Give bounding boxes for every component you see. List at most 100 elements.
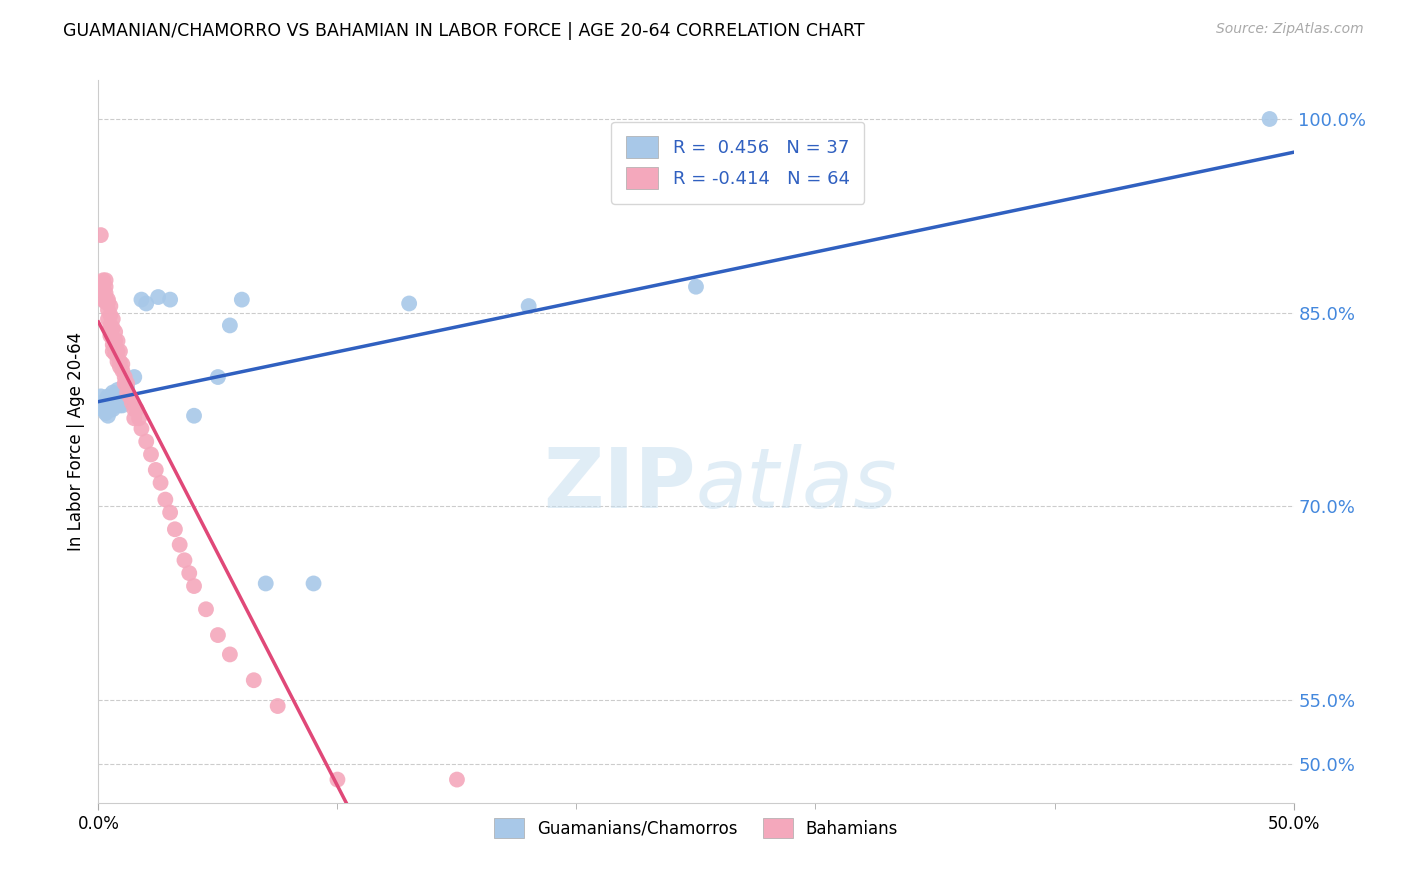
Point	[94, 295, 117, 310]
Point	[90, 279, 112, 293]
Point	[111, 398, 134, 412]
Text: ZIP: ZIP	[544, 444, 696, 525]
Point	[97, 402, 120, 417]
Point	[135, 434, 157, 449]
Point	[124, 411, 146, 425]
Point	[107, 344, 129, 359]
Legend: Guamanians/Chamorros, Bahamians: Guamanians/Chamorros, Bahamians	[486, 812, 905, 845]
Point	[94, 398, 117, 412]
Point	[115, 376, 138, 391]
Point	[104, 334, 127, 348]
Point	[98, 398, 122, 412]
Point	[97, 389, 120, 403]
Point	[115, 380, 138, 394]
Point	[207, 628, 229, 642]
Point	[183, 409, 205, 423]
Point	[98, 308, 122, 322]
Point	[267, 699, 290, 714]
Point	[98, 318, 122, 333]
Point	[231, 293, 253, 307]
Point	[101, 338, 124, 352]
Point	[207, 370, 229, 384]
Point	[114, 376, 136, 391]
Point	[104, 325, 127, 339]
Point	[98, 402, 122, 417]
Point	[139, 447, 162, 461]
Point	[108, 398, 131, 412]
Point	[97, 409, 120, 423]
Point	[107, 383, 129, 397]
Point	[1258, 112, 1281, 126]
Point	[179, 566, 201, 581]
Point	[91, 402, 114, 417]
Point	[163, 522, 186, 536]
Point	[104, 342, 127, 356]
Point	[101, 321, 124, 335]
Point	[398, 296, 420, 310]
Point	[159, 293, 181, 307]
Point	[101, 344, 124, 359]
Point	[91, 279, 114, 293]
Point	[131, 422, 153, 436]
Point	[91, 396, 114, 410]
Point	[125, 402, 148, 417]
Point	[115, 385, 138, 400]
Point	[145, 463, 167, 477]
Point	[148, 290, 170, 304]
Point	[155, 492, 177, 507]
Point	[124, 370, 146, 384]
Point	[101, 331, 124, 345]
Point	[108, 344, 131, 359]
Point	[254, 576, 277, 591]
Point	[149, 475, 172, 490]
Point	[517, 299, 540, 313]
Point	[104, 393, 127, 408]
Point	[107, 334, 129, 348]
Point	[111, 357, 134, 371]
Point	[104, 347, 127, 361]
Point	[101, 402, 124, 417]
Point	[90, 389, 112, 403]
Point	[118, 389, 141, 403]
Point	[219, 648, 242, 662]
Point	[111, 363, 134, 377]
Point	[94, 406, 117, 420]
Point	[108, 354, 131, 368]
Point	[94, 279, 117, 293]
Point	[173, 553, 195, 567]
Point	[97, 302, 120, 317]
Point	[94, 286, 117, 301]
Point	[446, 772, 468, 787]
Point	[183, 579, 205, 593]
Point	[97, 295, 120, 310]
Point	[91, 273, 114, 287]
Point	[98, 299, 122, 313]
Point	[94, 393, 117, 408]
Point	[114, 370, 136, 384]
Point	[91, 402, 114, 417]
Point	[97, 312, 120, 326]
Y-axis label: In Labor Force | Age 20-64: In Labor Force | Age 20-64	[66, 332, 84, 551]
Point	[107, 354, 129, 368]
Point	[169, 538, 191, 552]
Point	[94, 273, 117, 287]
Point	[91, 293, 114, 307]
Point	[128, 411, 150, 425]
Point	[159, 506, 181, 520]
Point	[101, 385, 124, 400]
Point	[243, 673, 266, 688]
Point	[90, 228, 112, 243]
Point	[685, 279, 707, 293]
Point	[94, 398, 117, 412]
Point	[101, 312, 124, 326]
Point	[302, 576, 325, 591]
Point	[326, 772, 349, 787]
Point	[98, 328, 122, 343]
Point	[219, 318, 242, 333]
Point	[135, 296, 157, 310]
Point	[97, 392, 120, 406]
Point	[108, 359, 131, 374]
Point	[98, 396, 122, 410]
Point	[124, 402, 146, 417]
Point	[98, 321, 122, 335]
